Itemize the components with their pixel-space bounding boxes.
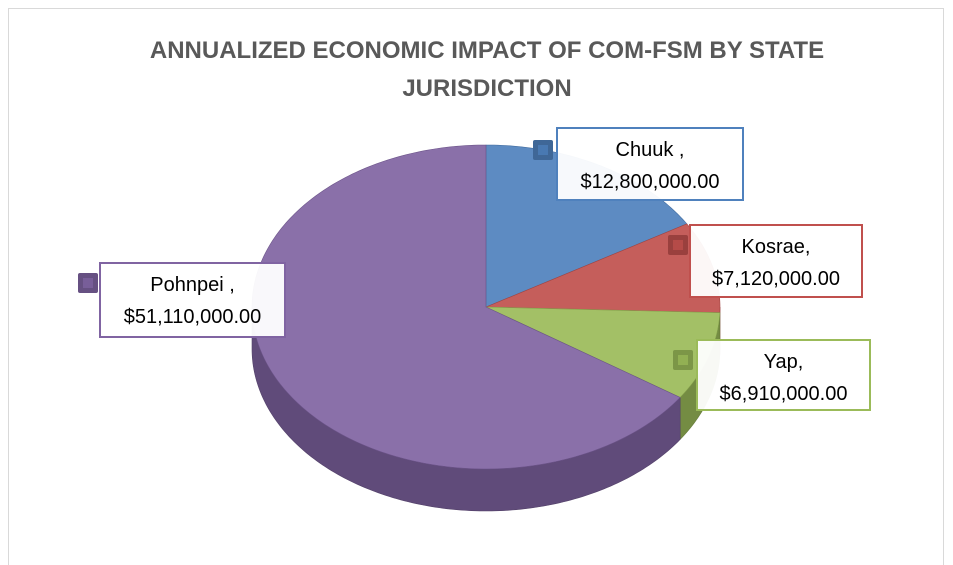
label-box [99, 262, 286, 338]
legend-key-inner [538, 145, 548, 155]
data-label-name: Pohnpei , [150, 274, 235, 296]
chart-frame [8, 8, 944, 565]
data-label-value: $6,910,000.00 [720, 383, 848, 405]
legend-key-inner [678, 355, 688, 365]
legend-key-inner [83, 278, 93, 288]
data-label-name: Yap, [764, 351, 804, 373]
data-label-name: Kosrae, [742, 236, 811, 258]
data-label-value: $12,800,000.00 [580, 171, 719, 193]
data-label-value: $7,120,000.00 [712, 268, 840, 290]
label-box [696, 339, 871, 411]
legend-key-inner [673, 240, 683, 250]
data-label-name: Chuuk , [616, 139, 685, 161]
label-box [556, 127, 744, 201]
chart-title: ANNUALIZED ECONOMIC IMPACT OF COM-FSM BY… [149, 37, 825, 102]
data-label-value: $51,110,000.00 [124, 306, 262, 328]
label-box [689, 224, 863, 298]
slice [251, 144, 681, 470]
